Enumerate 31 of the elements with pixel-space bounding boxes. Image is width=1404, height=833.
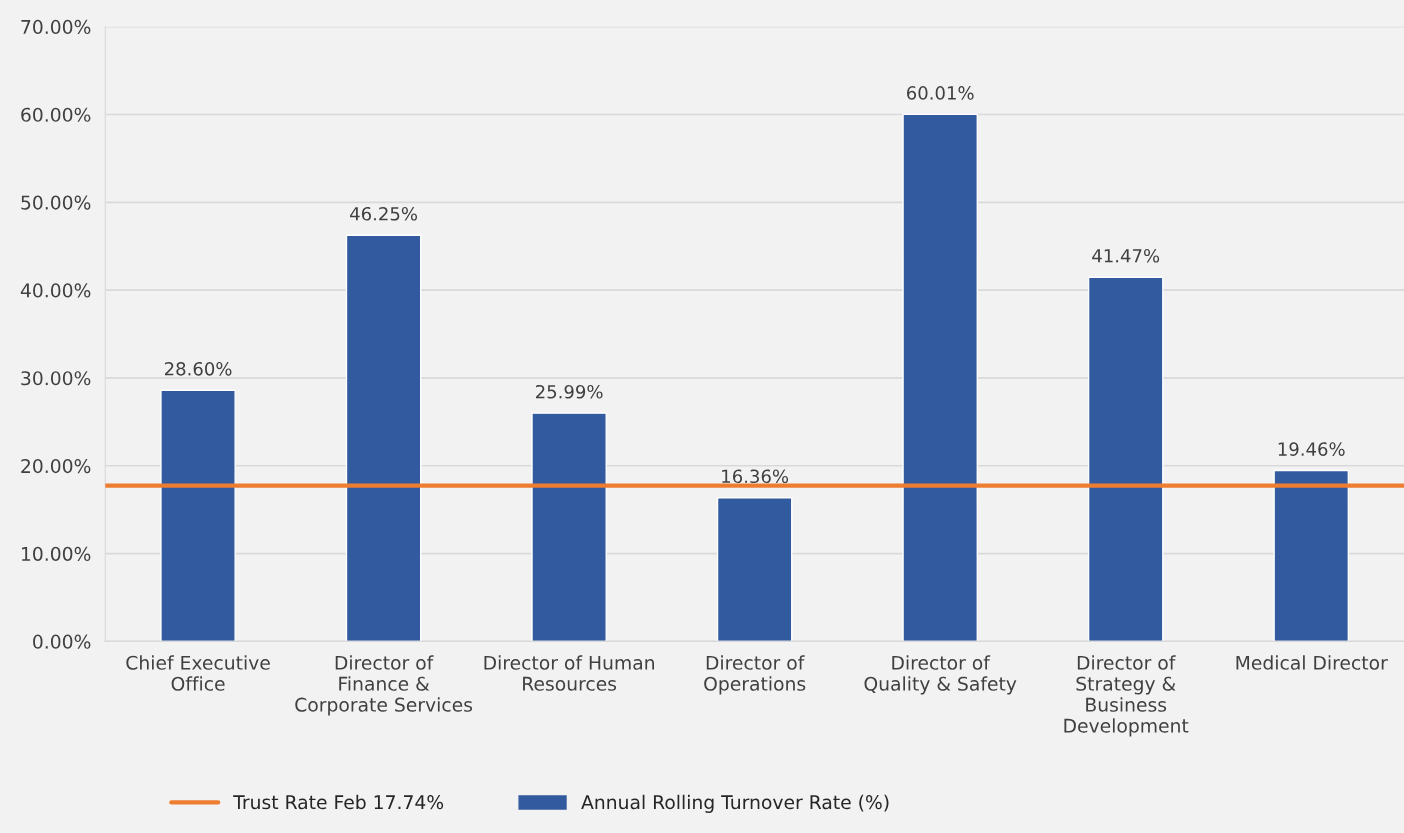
bar bbox=[345, 234, 422, 642]
y-tick-label: 50.00% bbox=[21, 195, 91, 210]
data-label: 60.01% bbox=[907, 86, 974, 100]
x-tick-label: Director of Finance & Corporate Services bbox=[295, 655, 473, 716]
bar bbox=[160, 389, 236, 642]
x-tick-label: Director of Strategy & Business Development bbox=[1064, 655, 1189, 737]
data-label: 41.47% bbox=[1092, 248, 1160, 263]
x-tick-label: Director of Human Resources bbox=[484, 655, 654, 691]
x-tick-label: Director of Operations bbox=[704, 655, 806, 695]
data-label: 19.46% bbox=[1278, 442, 1345, 456]
legend-label: Annual Rolling Turnover Rate (%) bbox=[581, 794, 889, 813]
legend-label: Trust Rate Feb 17.74% bbox=[233, 794, 444, 810]
data-label: 25.99% bbox=[536, 384, 603, 399]
bar bbox=[716, 497, 793, 642]
y-tick-label: 20.00% bbox=[21, 458, 91, 474]
y-tick-label: 10.00% bbox=[21, 546, 91, 561]
y-tick-label: 70.00% bbox=[21, 19, 91, 35]
data-label: 28.60% bbox=[164, 361, 232, 376]
data-label: 46.25% bbox=[350, 206, 418, 221]
bar bbox=[1087, 276, 1164, 642]
x-tick-label: Medical Director bbox=[1236, 655, 1388, 670]
x-tick-label: Chief Executive Office bbox=[126, 655, 270, 691]
data-label: 16.36% bbox=[722, 469, 789, 484]
y-tick-label: 30.00% bbox=[21, 371, 91, 386]
bar bbox=[1273, 469, 1350, 642]
bar bbox=[531, 412, 607, 642]
bar bbox=[902, 113, 978, 642]
x-tick-label: Director of Quality & Safety bbox=[864, 655, 1017, 695]
y-tick-label: 40.00% bbox=[20, 283, 91, 298]
y-tick-label: 60.00% bbox=[21, 107, 91, 122]
y-tick-label: 0.00% bbox=[33, 634, 91, 649]
